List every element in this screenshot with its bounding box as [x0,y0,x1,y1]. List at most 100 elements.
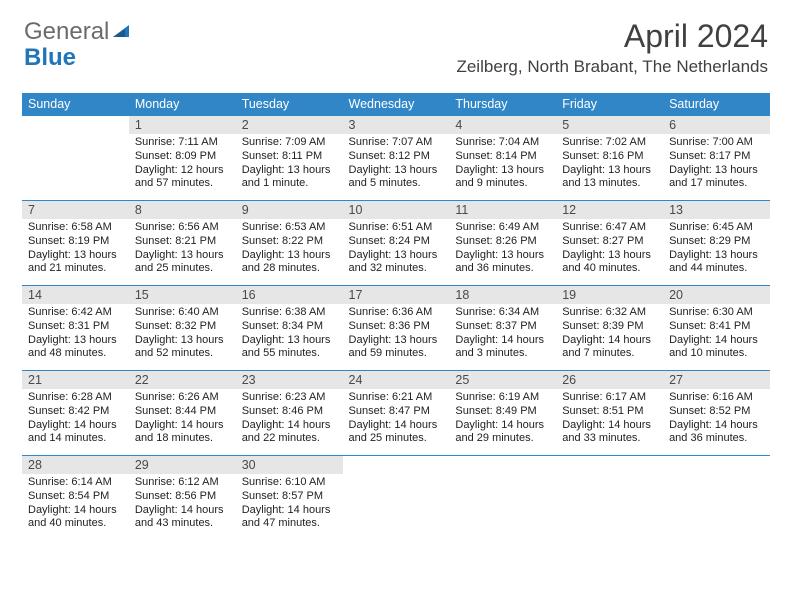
sunrise-text: Sunrise: 6:10 AM [242,476,337,490]
daylight-text-1: Daylight: 13 hours [349,164,444,178]
day-number: 12 [556,201,663,219]
calendar-day-cell: 20Sunrise: 6:30 AMSunset: 8:41 PMDayligh… [663,286,770,371]
day-body: Sunrise: 6:14 AMSunset: 8:54 PMDaylight:… [22,474,129,535]
day-number: 20 [663,286,770,304]
daylight-text-2: and 52 minutes. [135,347,230,361]
daylight-text-2: and 36 minutes. [455,262,550,276]
sunrise-text: Sunrise: 6:40 AM [135,306,230,320]
daylight-text-2: and 33 minutes. [562,432,657,446]
day-body: Sunrise: 6:36 AMSunset: 8:36 PMDaylight:… [343,304,450,365]
calendar-day-cell: 2Sunrise: 7:09 AMSunset: 8:11 PMDaylight… [236,116,343,201]
sunset-text: Sunset: 8:14 PM [455,150,550,164]
day-number: 1 [129,116,236,134]
sunrise-text: Sunrise: 7:09 AM [242,136,337,150]
day-body: Sunrise: 6:26 AMSunset: 8:44 PMDaylight:… [129,389,236,450]
sunset-text: Sunset: 8:09 PM [135,150,230,164]
daylight-text-2: and 40 minutes. [562,262,657,276]
day-body: Sunrise: 6:42 AMSunset: 8:31 PMDaylight:… [22,304,129,365]
day-body: Sunrise: 6:23 AMSunset: 8:46 PMDaylight:… [236,389,343,450]
daylight-text-2: and 47 minutes. [242,517,337,531]
daylight-text-1: Daylight: 14 hours [135,419,230,433]
daylight-text-1: Daylight: 13 hours [242,164,337,178]
day-number: 22 [129,371,236,389]
day-body: Sunrise: 7:00 AMSunset: 8:17 PMDaylight:… [663,134,770,195]
day-number: 21 [22,371,129,389]
day-number: 24 [343,371,450,389]
sunrise-text: Sunrise: 6:17 AM [562,391,657,405]
calendar-day-cell: 10Sunrise: 6:51 AMSunset: 8:24 PMDayligh… [343,201,450,286]
day-number: 16 [236,286,343,304]
daylight-text-1: Daylight: 14 hours [669,334,764,348]
sunrise-text: Sunrise: 6:19 AM [455,391,550,405]
daylight-text-1: Daylight: 14 hours [562,334,657,348]
calendar-day-cell: . [556,456,663,541]
day-body: Sunrise: 7:11 AMSunset: 8:09 PMDaylight:… [129,134,236,195]
calendar-week-row: 7Sunrise: 6:58 AMSunset: 8:19 PMDaylight… [22,201,770,286]
day-number: 26 [556,371,663,389]
sunrise-text: Sunrise: 6:32 AM [562,306,657,320]
sunset-text: Sunset: 8:17 PM [669,150,764,164]
daylight-text-1: Daylight: 13 hours [349,249,444,263]
title-block: April 2024 Zeilberg, North Brabant, The … [456,18,768,77]
calendar-day-cell: 24Sunrise: 6:21 AMSunset: 8:47 PMDayligh… [343,371,450,456]
calendar-day-cell: 28Sunrise: 6:14 AMSunset: 8:54 PMDayligh… [22,456,129,541]
day-number: 10 [343,201,450,219]
day-number: 28 [22,456,129,474]
day-number: 9 [236,201,343,219]
day-number: 27 [663,371,770,389]
daylight-text-2: and 17 minutes. [669,177,764,191]
calendar-day-cell: . [343,456,450,541]
daylight-text-1: Daylight: 14 hours [242,419,337,433]
calendar-day-cell: 5Sunrise: 7:02 AMSunset: 8:16 PMDaylight… [556,116,663,201]
logo-sub: Blue [24,44,76,72]
calendar-day-cell: 7Sunrise: 6:58 AMSunset: 8:19 PMDaylight… [22,201,129,286]
sunrise-text: Sunrise: 6:45 AM [669,221,764,235]
day-body: Sunrise: 6:17 AMSunset: 8:51 PMDaylight:… [556,389,663,450]
daylight-text-1: Daylight: 13 hours [135,334,230,348]
day-number: 2 [236,116,343,134]
daylight-text-2: and 40 minutes. [28,517,123,531]
calendar-day-cell: . [449,456,556,541]
daylight-text-1: Daylight: 13 hours [349,334,444,348]
sunrise-text: Sunrise: 6:26 AM [135,391,230,405]
logo-triangle-icon [111,19,133,46]
daylight-text-1: Daylight: 14 hours [28,504,123,518]
calendar-day-cell: 22Sunrise: 6:26 AMSunset: 8:44 PMDayligh… [129,371,236,456]
sunrise-text: Sunrise: 6:36 AM [349,306,444,320]
day-body: Sunrise: 6:32 AMSunset: 8:39 PMDaylight:… [556,304,663,365]
day-number: 8 [129,201,236,219]
sunrise-text: Sunrise: 7:04 AM [455,136,550,150]
daylight-text-2: and 7 minutes. [562,347,657,361]
day-body: Sunrise: 6:21 AMSunset: 8:47 PMDaylight:… [343,389,450,450]
day-number: 17 [343,286,450,304]
sunset-text: Sunset: 8:22 PM [242,235,337,249]
daylight-text-2: and 28 minutes. [242,262,337,276]
day-body: Sunrise: 7:02 AMSunset: 8:16 PMDaylight:… [556,134,663,195]
daylight-text-2: and 14 minutes. [28,432,123,446]
daylight-text-1: Daylight: 14 hours [455,334,550,348]
day-body: Sunrise: 6:16 AMSunset: 8:52 PMDaylight:… [663,389,770,450]
logo-text-general: General [24,18,109,46]
day-body: Sunrise: 6:47 AMSunset: 8:27 PMDaylight:… [556,219,663,280]
sunrise-text: Sunrise: 7:02 AM [562,136,657,150]
day-number: 6 [663,116,770,134]
daylight-text-1: Daylight: 13 hours [135,249,230,263]
daylight-text-2: and 57 minutes. [135,177,230,191]
calendar-day-cell: . [22,116,129,201]
daylight-text-1: Daylight: 12 hours [135,164,230,178]
month-title: April 2024 [456,18,768,55]
daylight-text-2: and 3 minutes. [455,347,550,361]
calendar-day-cell: 3Sunrise: 7:07 AMSunset: 8:12 PMDaylight… [343,116,450,201]
daylight-text-1: Daylight: 13 hours [28,334,123,348]
calendar-day-cell: 12Sunrise: 6:47 AMSunset: 8:27 PMDayligh… [556,201,663,286]
calendar-week-row: 14Sunrise: 6:42 AMSunset: 8:31 PMDayligh… [22,286,770,371]
daylight-text-2: and 18 minutes. [135,432,230,446]
daylight-text-2: and 5 minutes. [349,177,444,191]
day-number: 7 [22,201,129,219]
sunset-text: Sunset: 8:54 PM [28,490,123,504]
daylight-text-1: Daylight: 14 hours [562,419,657,433]
location-title: Zeilberg, North Brabant, The Netherlands [456,57,768,77]
calendar-day-cell: 23Sunrise: 6:23 AMSunset: 8:46 PMDayligh… [236,371,343,456]
calendar-day-cell: 19Sunrise: 6:32 AMSunset: 8:39 PMDayligh… [556,286,663,371]
calendar-day-cell: 17Sunrise: 6:36 AMSunset: 8:36 PMDayligh… [343,286,450,371]
